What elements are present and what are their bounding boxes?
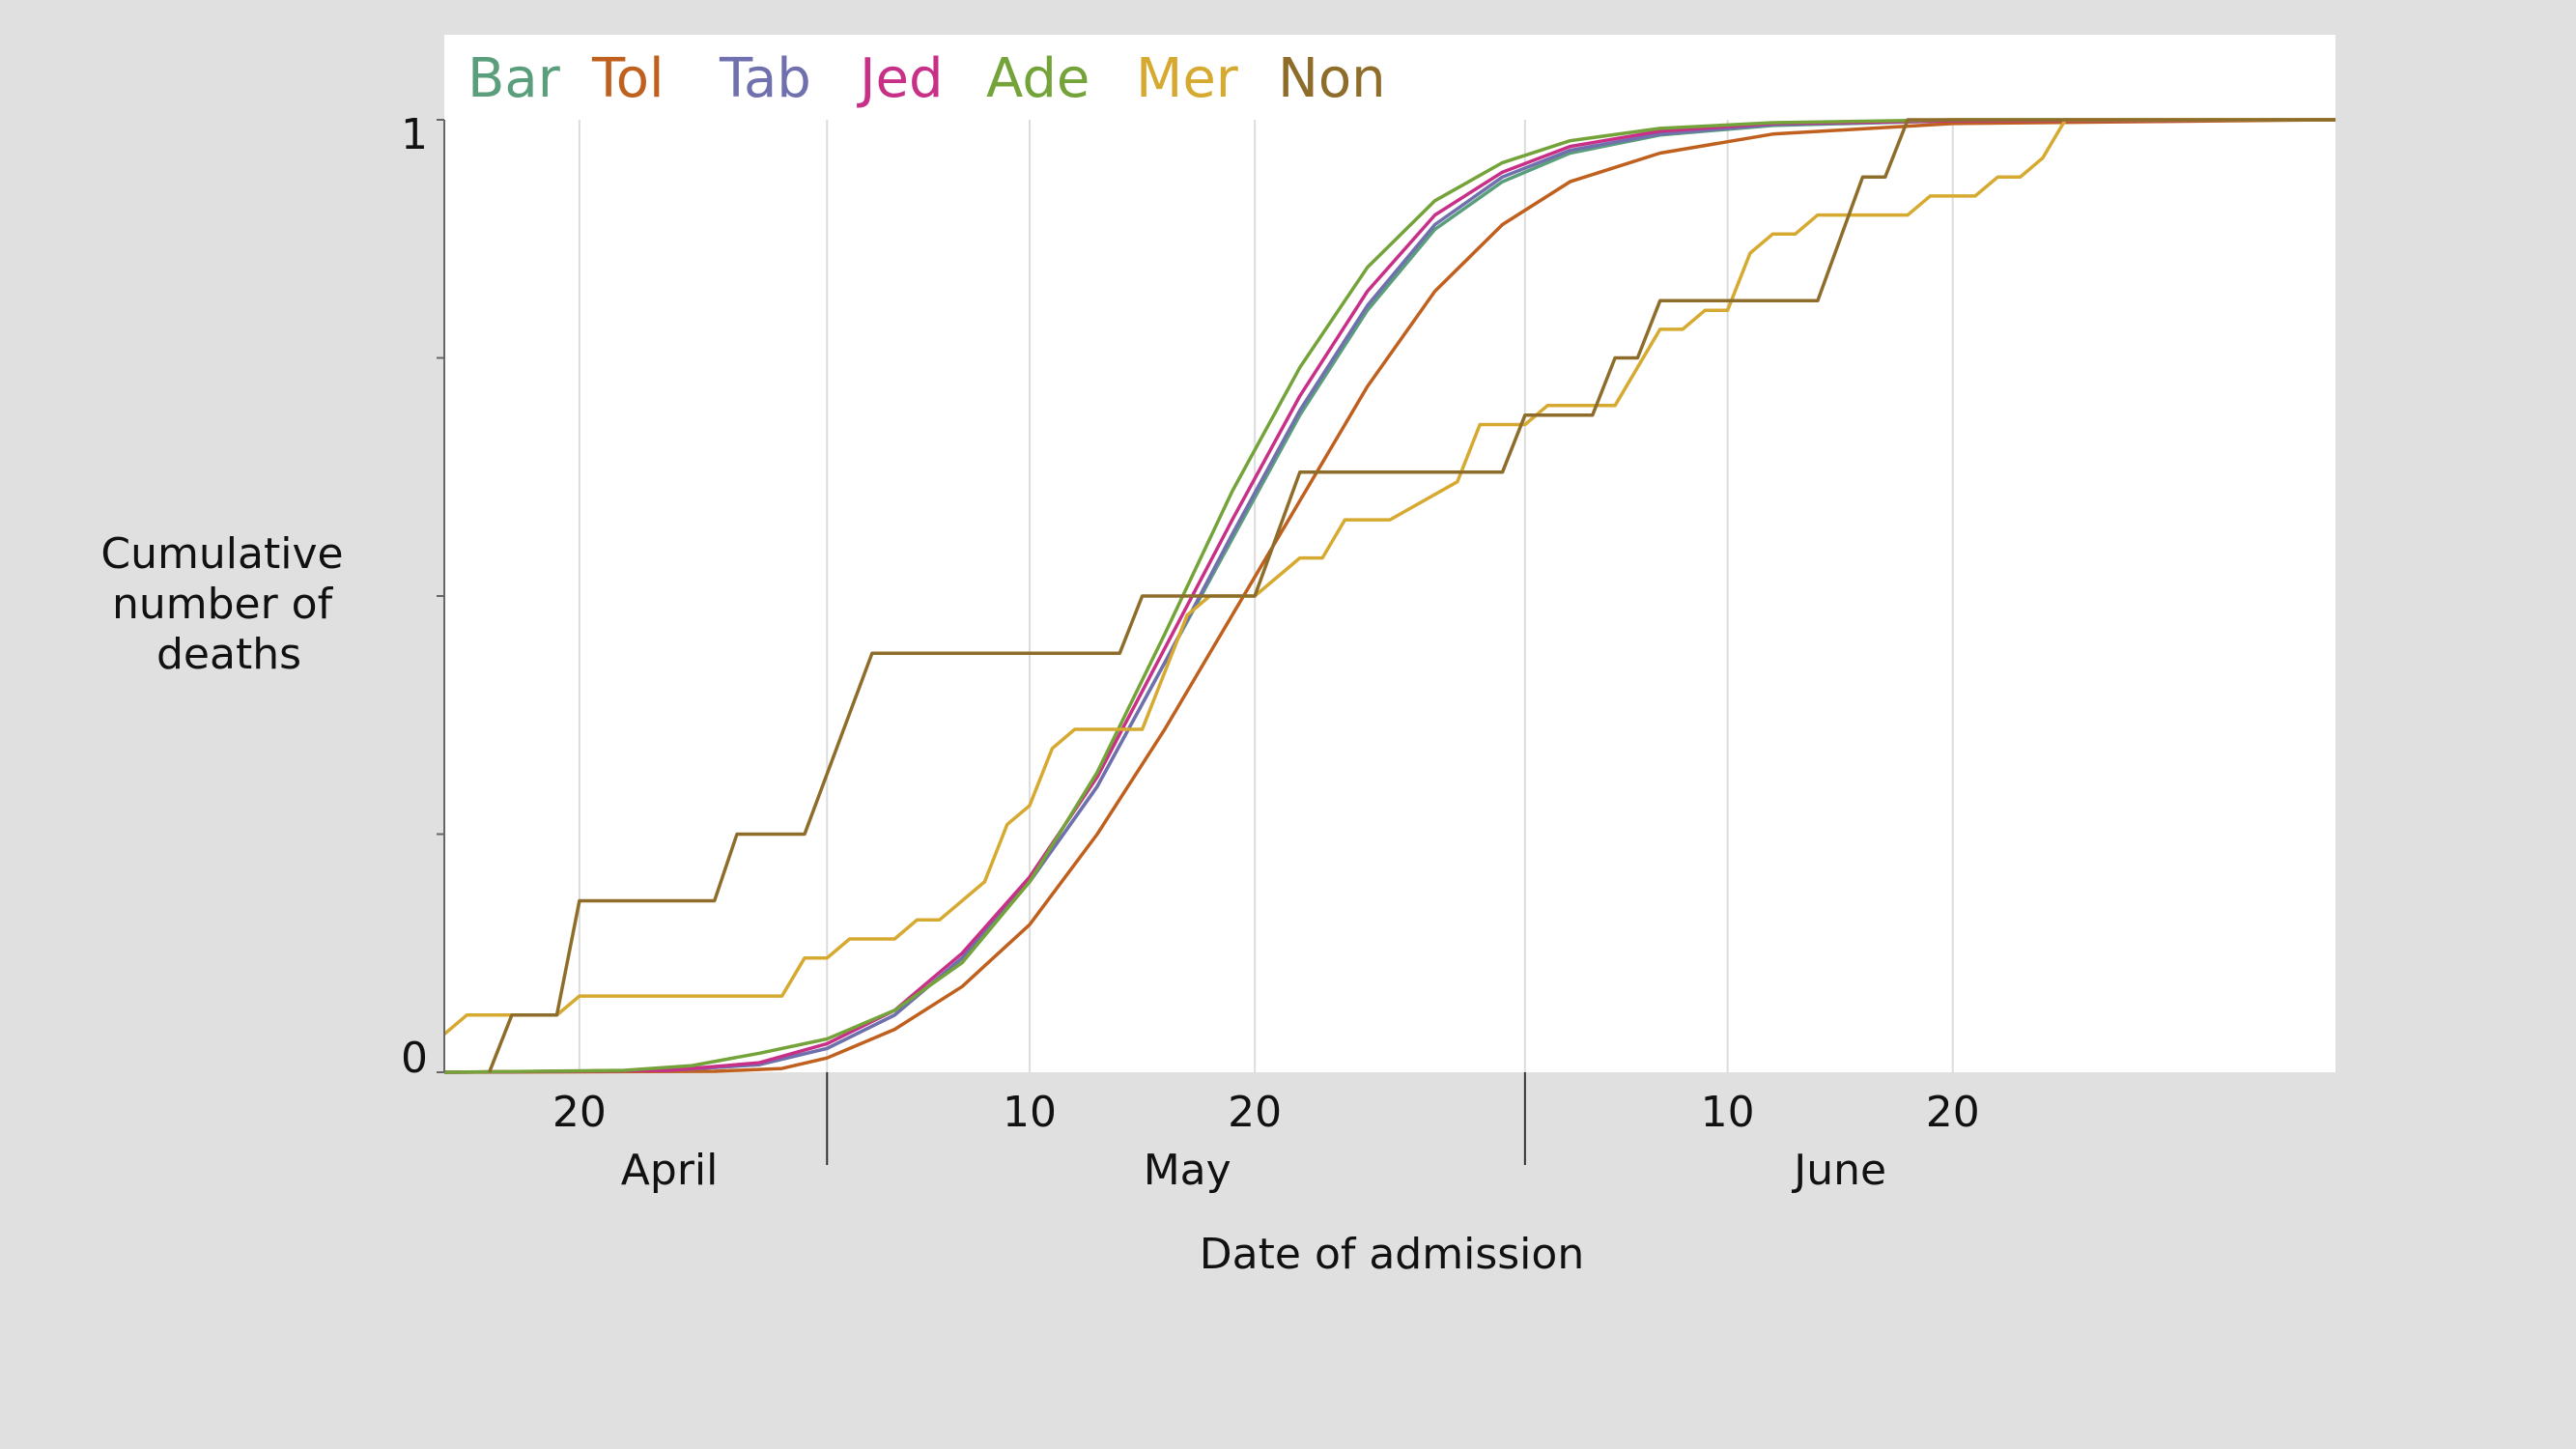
x-tick-label-2: 20 — [1228, 1088, 1282, 1137]
series-line-jed — [443, 118, 2336, 1074]
legend-entry-jed: Jed — [857, 47, 944, 110]
gridlines — [578, 120, 1954, 1072]
series-line-mer — [442, 118, 2335, 1036]
x-tick-label-3: 10 — [1701, 1088, 1755, 1137]
y-axis-label-line-2: number of — [112, 580, 334, 629]
series-line-tab — [443, 118, 2336, 1074]
series-line-tol — [443, 118, 2336, 1074]
legend-entry-tab: Tab — [719, 47, 811, 110]
legend-entry-ade: Ade — [986, 47, 1090, 110]
legend-entry-tol: Tol — [591, 47, 665, 110]
y-axis-label: Cumulative number of deaths — [100, 529, 356, 679]
y-axis-label-line-1: Cumulative — [100, 529, 343, 579]
series-line-ade — [443, 118, 2335, 1074]
x-tick-label-0: 20 — [552, 1088, 607, 1137]
y-axis-label-line-3: deaths — [156, 630, 301, 679]
month-label-april: April — [621, 1146, 719, 1195]
y-tick-label-1: 1 — [401, 110, 428, 159]
x-tick-label-1: 10 — [1003, 1088, 1057, 1137]
legend-entry-non: Non — [1278, 47, 1386, 110]
series-line-non — [487, 118, 2335, 1073]
legend-box — [444, 35, 1408, 120]
plot-area — [444, 35, 2335, 1072]
legend: Bar Tol Tab Jed Ade Mer Non — [444, 35, 1408, 120]
series-lines — [442, 118, 2336, 1074]
x-tick-label-4: 20 — [1926, 1088, 1980, 1137]
month-label-may: May — [1144, 1146, 1231, 1195]
y-tick-label-0: 0 — [401, 1034, 428, 1083]
legend-entry-bar: Bar — [467, 47, 561, 110]
axes: 0 1 20 10 20 10 20 April May June — [401, 110, 1980, 1195]
axis-labels: Cumulative number of deaths Date of admi… — [100, 529, 1584, 1279]
legend-entry-mer: Mer — [1136, 47, 1239, 110]
month-label-june: June — [1791, 1146, 1886, 1195]
x-axis-label: Date of admission — [1200, 1230, 1584, 1279]
